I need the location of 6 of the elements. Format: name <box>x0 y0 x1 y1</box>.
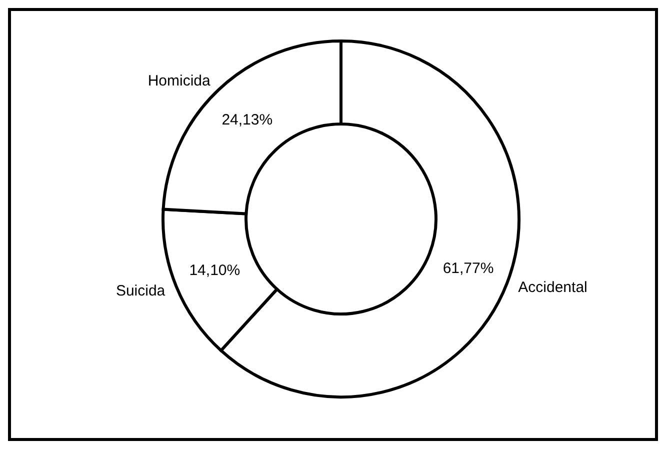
data-label: 14,10% <box>189 262 240 280</box>
data-label: 61,77% <box>442 260 494 277</box>
slice-label: Homicida <box>148 72 212 90</box>
data-label: 24,13% <box>222 111 273 128</box>
slice-label: Suicida <box>116 282 166 300</box>
slice-label: Accidental <box>518 279 588 296</box>
